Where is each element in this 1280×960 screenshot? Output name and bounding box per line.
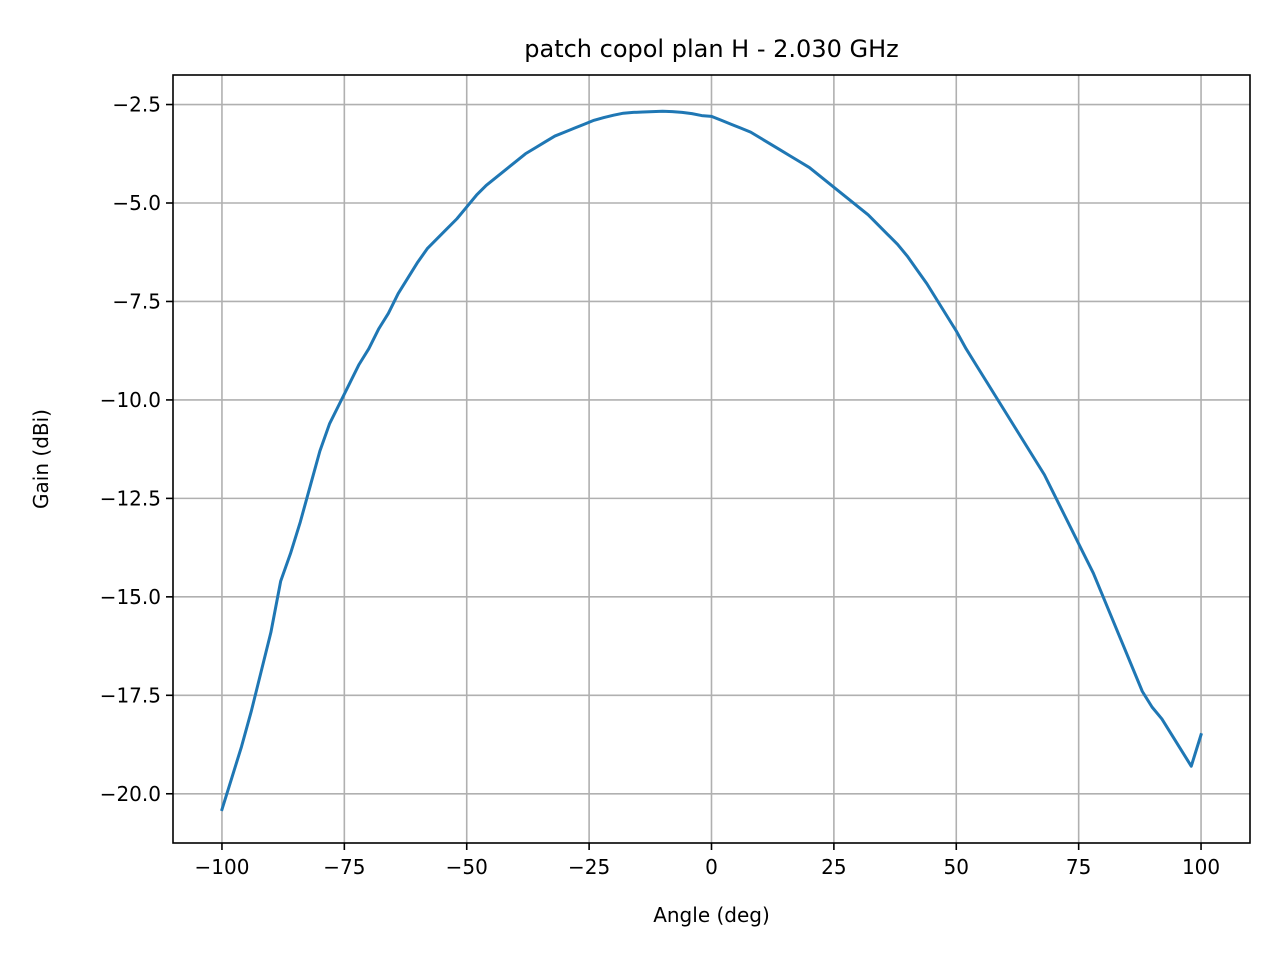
x-tick-label: −25 — [568, 855, 610, 879]
y-tick-label: −12.5 — [100, 486, 161, 510]
x-tick-label: 50 — [944, 855, 969, 879]
y-tick-label: −20.0 — [100, 782, 161, 806]
y-axis-title: Gain (dBi) — [29, 409, 53, 509]
y-tick-label: −15.0 — [100, 585, 161, 609]
x-tick-label: −100 — [194, 855, 249, 879]
y-tick-label: −7.5 — [112, 289, 161, 313]
x-tick-label: 25 — [821, 855, 846, 879]
ticks: −100 −75 −50 −25 0 25 50 75 100 −20.0 −17.5 −15.0 −1… — [100, 93, 1220, 879]
y-tick-label: −2.5 — [112, 93, 161, 117]
y-tick-label: −17.5 — [100, 683, 161, 707]
y-tick-label: −10.0 — [100, 388, 161, 412]
x-tick-label: −75 — [323, 855, 365, 879]
x-tick-label: 100 — [1182, 855, 1220, 879]
gain-series-line — [220, 109, 1203, 812]
x-axis-title: Angle (deg) — [653, 903, 770, 927]
chart-title: patch copol plan H - 2.030 GHz — [524, 35, 898, 63]
x-tick-label: −50 — [446, 855, 488, 879]
grid — [173, 75, 1250, 843]
x-tick-label: 75 — [1066, 855, 1091, 879]
series-layer — [220, 109, 1203, 812]
y-tick-label: −5.0 — [112, 191, 161, 215]
x-tick-label: 0 — [705, 855, 718, 879]
